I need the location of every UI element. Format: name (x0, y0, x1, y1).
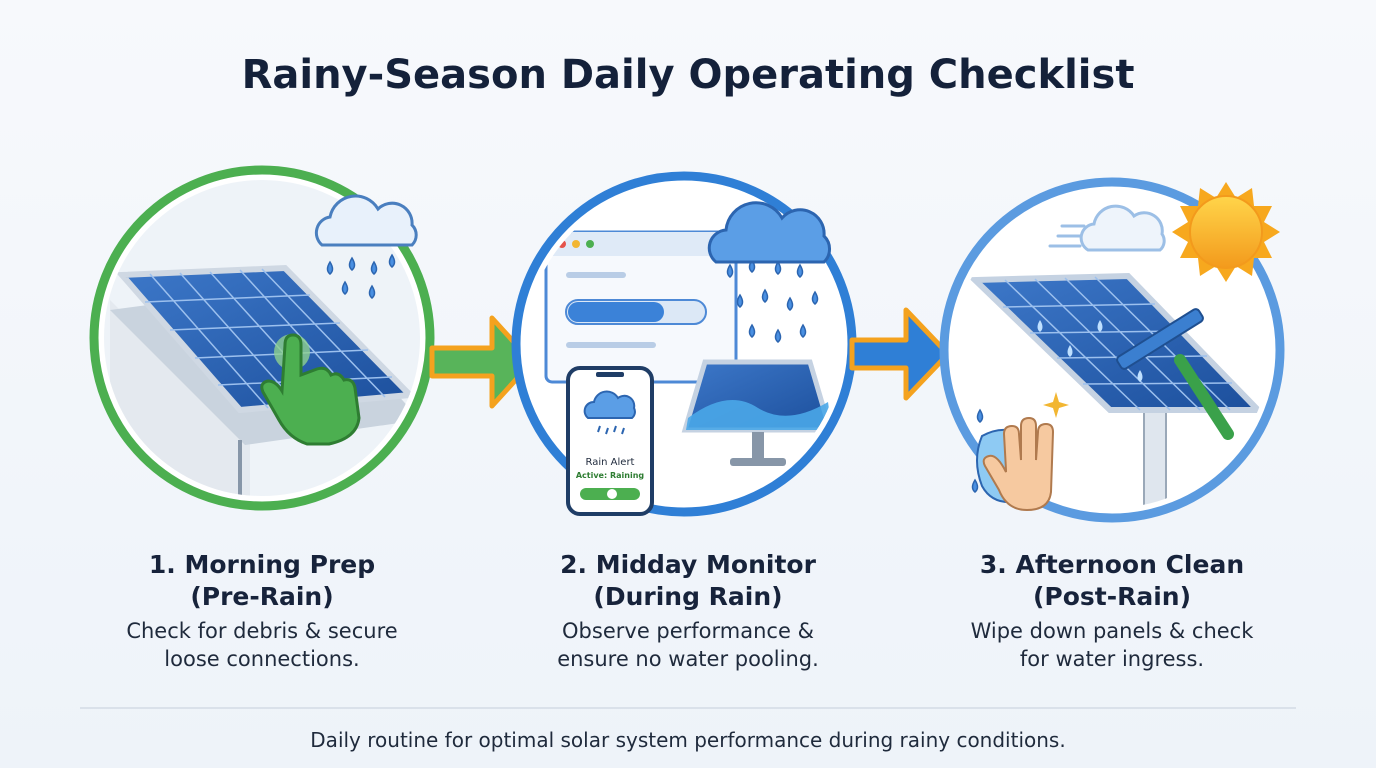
arrow-2-path (849, 307, 951, 401)
step-3-illustration-g-g-line (1034, 278, 1171, 411)
squeegee-line (1174, 354, 1234, 440)
step-2-illustration-g (544, 230, 834, 466)
page-title: Rainy-Season Daily Operating Checklist (242, 52, 1135, 98)
step-3-illustration (939, 177, 1285, 523)
step-title: (Post-Rain) (1033, 582, 1191, 611)
step-3-illustration-g-g-line (1004, 279, 1141, 411)
squeegee (1116, 308, 1234, 440)
sun (1172, 182, 1280, 282)
step-description: Observe performance & (562, 619, 814, 643)
step-title: 3. Afternoon Clean (980, 550, 1244, 579)
step-1-illustration-g-path (260, 333, 361, 446)
footer-text: Daily routine for optimal solar system p… (310, 728, 1065, 752)
step-title: 1. Morning Prep (149, 550, 375, 579)
step-3-illustration-g-path (1037, 320, 1203, 392)
step-3-illustration-path (1079, 204, 1166, 252)
step-1-illustration (89, 165, 435, 511)
step-3-illustration-path (982, 416, 1055, 512)
phone-circle (607, 489, 617, 499)
step-2-text: 2. Midday Monitor (During Rain) Observe … (557, 550, 819, 671)
step-description: Wipe down panels & check (971, 619, 1255, 643)
squeegee-rect (1116, 308, 1204, 370)
step-2-illustration-g-circle (572, 240, 580, 248)
step-2-illustration: Rain Alert Active: Raining (511, 171, 857, 517)
step-1-illustration-g-g-line (179, 272, 299, 406)
step-3-text: 3. Afternoon Clean (Post-Rain) Wipe down… (971, 550, 1255, 671)
step-2-illustration-g-rect (566, 342, 656, 348)
step-2-illustration-g-rect (566, 272, 626, 278)
step-1-text: 1. Morning Prep (Pre-Rain) Check for deb… (126, 550, 397, 671)
step-description: loose connections. (164, 647, 359, 671)
arrow-1 (429, 315, 535, 409)
step-2-illustration-g-rect (546, 232, 736, 256)
step-1-illustration-g (314, 194, 418, 299)
arrow-1-path (429, 315, 535, 409)
step-3-illustration-g-g-line (1082, 382, 1233, 385)
step-title: (Pre-Rain) (190, 582, 333, 611)
phone-path (583, 390, 636, 419)
step-1-illustration-g-g-line (149, 273, 269, 409)
step-2-illustration-path (707, 201, 831, 264)
step-1-illustration-g-path (326, 253, 396, 299)
step-2-illustration-g-rect (730, 458, 786, 466)
step-1-illustration-g-g-line (144, 294, 311, 303)
step-2-illustration-g-circle (586, 240, 594, 248)
phone: Rain Alert Active: Raining (566, 366, 654, 516)
step-1-illustration-g-path (314, 194, 418, 247)
step-3-illustration-path (1043, 392, 1069, 418)
step-title: (During Rain) (593, 582, 782, 611)
step-3-illustration-g-g-line (1002, 303, 1156, 308)
step-2-illustration-g-rect (568, 302, 664, 322)
step-3-illustration-path (971, 408, 984, 493)
step-3-illustration-g-g-line (1064, 277, 1201, 411)
sun-circle (1189, 195, 1263, 269)
step-2-illustration-g-path (686, 400, 832, 430)
step-description: Check for debris & secure (126, 619, 397, 643)
step-title: 2. Midday Monitor (560, 550, 816, 579)
arrow-2 (849, 307, 951, 401)
phone-path (597, 425, 625, 435)
step-2-illustration-g-rect (752, 432, 764, 462)
phone-title: Rain Alert (586, 457, 635, 468)
step-1-illustration-g-g-line (169, 322, 341, 331)
phone-status: Active: Raining (576, 471, 645, 480)
step-2-illustration-g-path (726, 258, 819, 343)
step-description: for water ingress. (1020, 647, 1204, 671)
step-1-illustration-g-g-line (261, 268, 386, 398)
step-description: ensure no water pooling. (557, 647, 819, 671)
step-3-illustration-g-g-line (1029, 330, 1183, 334)
phone-rect (596, 372, 624, 377)
